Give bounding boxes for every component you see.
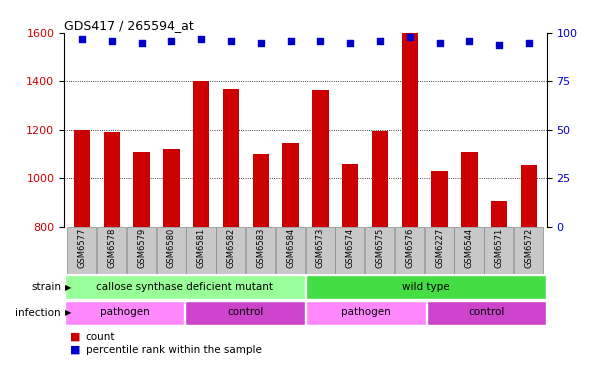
Text: GSM6580: GSM6580 — [167, 228, 176, 268]
Point — [345, 40, 355, 46]
Text: strain: strain — [31, 282, 61, 292]
Bar — [521, 165, 537, 227]
Text: ▶: ▶ — [65, 309, 72, 317]
Bar — [282, 143, 299, 227]
Text: GSM6573: GSM6573 — [316, 228, 325, 268]
Text: GSM6574: GSM6574 — [346, 228, 355, 268]
Bar — [216, 227, 245, 274]
Point — [464, 38, 474, 44]
Text: GSM6583: GSM6583 — [256, 228, 265, 268]
Point — [375, 38, 385, 44]
Text: GSM6544: GSM6544 — [465, 228, 474, 268]
Text: GSM6576: GSM6576 — [405, 228, 414, 268]
Bar — [306, 275, 546, 299]
Bar — [104, 132, 120, 227]
Bar — [74, 130, 90, 227]
Bar — [186, 227, 216, 274]
Text: GSM6227: GSM6227 — [435, 228, 444, 268]
Bar — [455, 227, 484, 274]
Point — [405, 34, 415, 40]
Bar — [335, 227, 365, 274]
Point — [196, 36, 206, 42]
Point — [107, 38, 117, 44]
Bar — [491, 201, 507, 227]
Text: GSM6572: GSM6572 — [524, 228, 533, 268]
Point — [494, 42, 504, 48]
Point — [167, 38, 177, 44]
Bar — [306, 227, 335, 274]
Text: pathogen: pathogen — [100, 307, 149, 317]
Text: GSM6571: GSM6571 — [495, 228, 503, 268]
Bar — [133, 152, 150, 227]
Text: ■: ■ — [70, 332, 81, 342]
Point — [226, 38, 236, 44]
Text: infection: infection — [15, 308, 61, 318]
Text: GSM6575: GSM6575 — [376, 228, 384, 268]
Bar — [372, 131, 388, 227]
Bar — [306, 301, 426, 325]
Text: wild type: wild type — [403, 282, 450, 292]
Bar — [426, 301, 546, 325]
Point — [256, 40, 266, 46]
Text: count: count — [86, 332, 115, 342]
Text: pathogen: pathogen — [341, 307, 390, 317]
Text: GSM6578: GSM6578 — [108, 228, 116, 268]
Bar — [156, 227, 186, 274]
Bar — [246, 227, 275, 274]
Bar — [401, 33, 418, 227]
Bar — [65, 275, 305, 299]
Text: GSM6579: GSM6579 — [137, 228, 146, 268]
Text: GDS417 / 265594_at: GDS417 / 265594_at — [64, 19, 194, 32]
Bar — [425, 227, 454, 274]
Bar — [163, 149, 180, 227]
Bar — [185, 301, 305, 325]
Point — [524, 40, 534, 46]
Text: ▶: ▶ — [65, 283, 72, 292]
Text: percentile rank within the sample: percentile rank within the sample — [86, 344, 262, 355]
Bar — [431, 171, 448, 227]
Bar — [485, 227, 513, 274]
Text: ■: ■ — [70, 344, 81, 355]
Bar — [67, 227, 97, 274]
Point — [315, 38, 325, 44]
Bar — [365, 227, 394, 274]
Text: callose synthase deficient mutant: callose synthase deficient mutant — [97, 282, 273, 292]
Bar — [126, 227, 156, 274]
Text: GSM6584: GSM6584 — [286, 228, 295, 268]
Point — [137, 40, 147, 46]
Text: control: control — [468, 307, 505, 317]
Bar — [514, 227, 543, 274]
Point — [286, 38, 296, 44]
Bar — [342, 164, 359, 227]
Bar — [276, 227, 305, 274]
Bar — [312, 90, 329, 227]
Bar — [461, 152, 478, 227]
Bar — [252, 154, 269, 227]
Text: control: control — [227, 307, 263, 317]
Bar — [395, 227, 424, 274]
Text: GSM6577: GSM6577 — [78, 228, 87, 268]
Bar — [65, 301, 185, 325]
Text: GSM6581: GSM6581 — [197, 228, 206, 268]
Point — [434, 40, 444, 46]
Point — [77, 36, 87, 42]
Bar — [223, 89, 239, 227]
Bar — [97, 227, 126, 274]
Bar — [193, 81, 210, 227]
Text: GSM6582: GSM6582 — [227, 228, 235, 268]
